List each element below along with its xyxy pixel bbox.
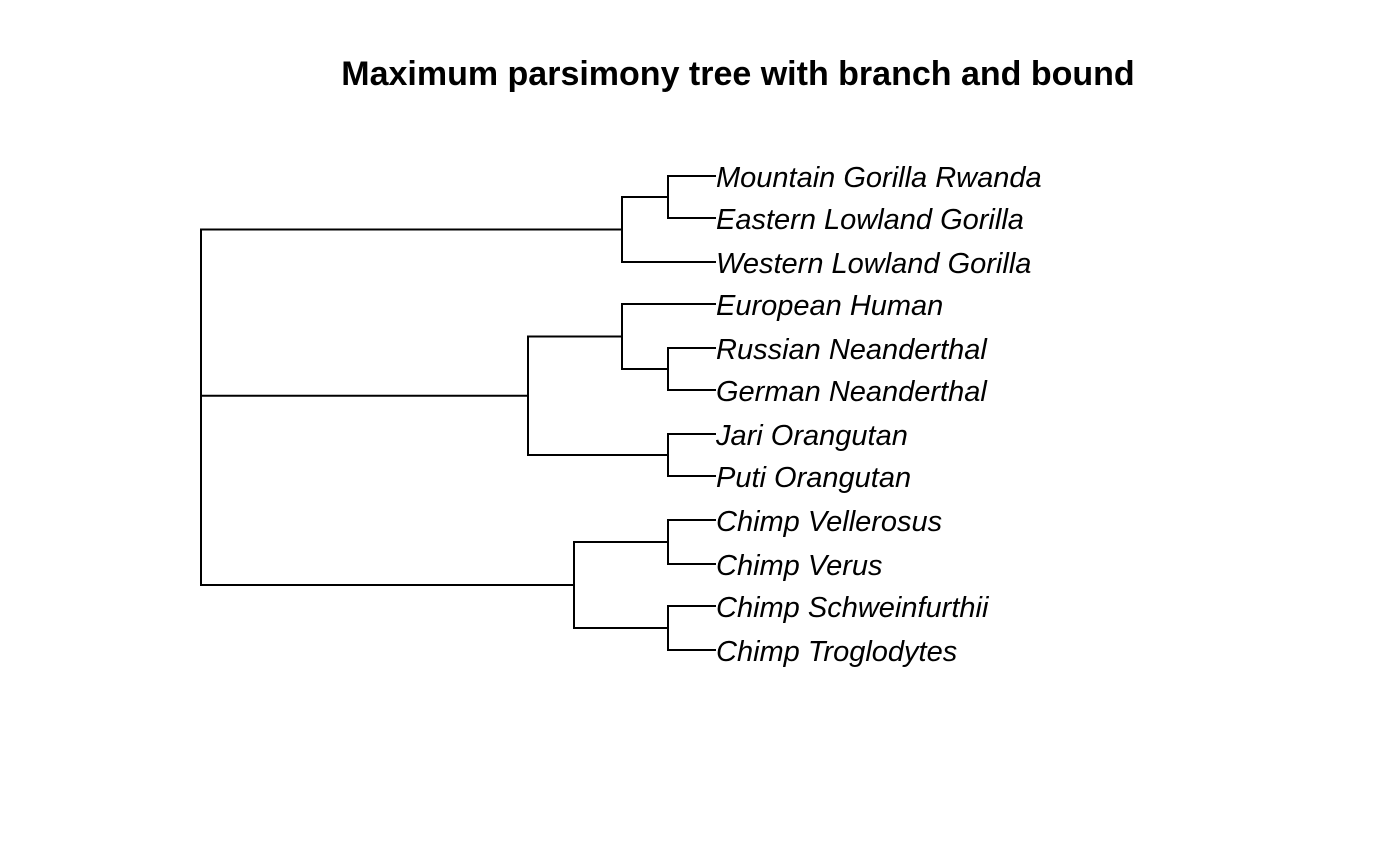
tip-label-jari-orangutan: Jari Orangutan bbox=[715, 420, 908, 452]
plot-title: Maximum parsimony tree with branch and b… bbox=[341, 55, 1135, 93]
tip-label-mountain-gorilla-rwanda: Mountain Gorilla Rwanda bbox=[716, 162, 1042, 194]
tip-label-chimp-verus: Chimp Verus bbox=[716, 550, 883, 582]
tip-label-chimp-vellerosus: Chimp Vellerosus bbox=[716, 506, 942, 538]
tip-label-chimp-troglodytes: Chimp Troglodytes bbox=[716, 636, 957, 668]
tip-label-chimp-schweinfurthii: Chimp Schweinfurthii bbox=[716, 592, 990, 624]
tip-label-eastern-lowland-gorilla: Eastern Lowland Gorilla bbox=[716, 204, 1024, 236]
tip-label-european-human: European Human bbox=[716, 290, 943, 322]
tip-label-western-lowland-gorilla: Western Lowland Gorilla bbox=[716, 248, 1031, 280]
tip-label-german-neanderthal: German Neanderthal bbox=[716, 376, 988, 408]
tip-label-puti-orangutan: Puti Orangutan bbox=[716, 462, 911, 494]
tip-label-russian-neanderthal: Russian Neanderthal bbox=[716, 334, 988, 366]
